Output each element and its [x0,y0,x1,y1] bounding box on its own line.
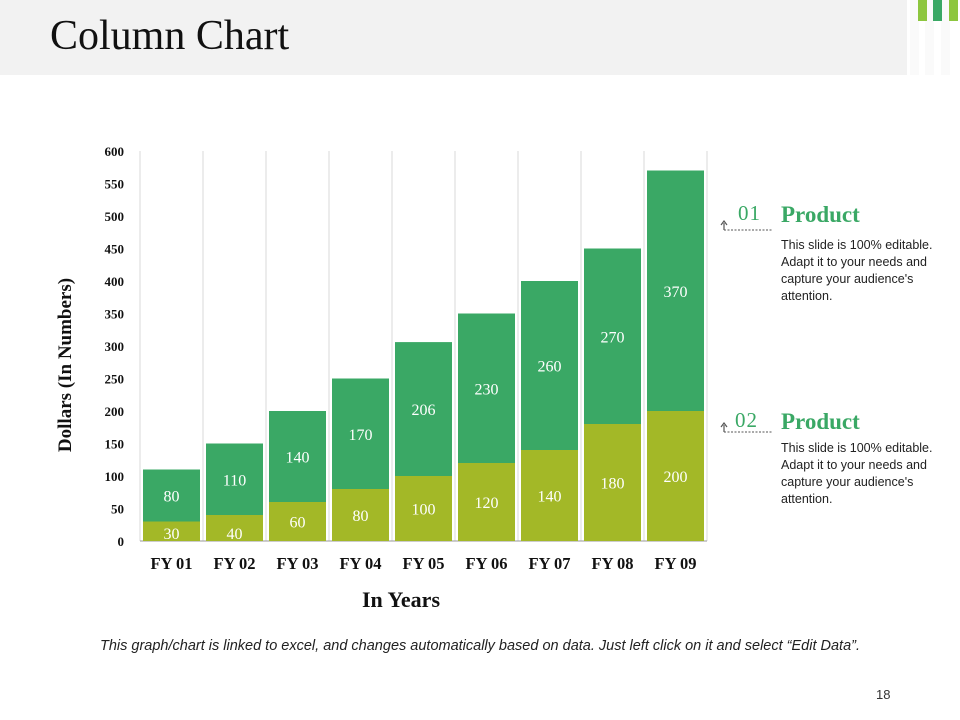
y-axis-title: Dollars (In Numbers) [55,278,76,452]
x-tick-label: FY 09 [654,554,696,573]
corner-tick-green [933,0,942,21]
bar-segment-product-02 [269,502,326,541]
y-tick-label: 500 [105,209,125,224]
bar-segment-product-01 [647,170,704,411]
x-tick-label: FY 05 [402,554,444,573]
pointer-arrow-icon [720,422,772,433]
y-tick-label: 150 [105,437,125,452]
title-band [0,0,907,75]
legend-description-02: This slide is 100% editable. Adapt it to… [781,441,933,506]
data-label: 80 [353,508,369,525]
y-tick-label: 350 [105,307,125,322]
page-title: Column Chart [50,13,290,59]
bar-segment-product-02 [395,476,452,541]
bar-segment-product-01 [584,248,641,424]
bar-segment-product-01 [521,281,578,450]
legend-description-01: This slide is 100% editable. Adapt it to… [781,238,933,303]
page-number: 18 [876,687,891,702]
y-tick-label: 550 [105,177,125,192]
data-label: 260 [538,359,562,376]
legend-title-01: Product [781,202,860,227]
x-tick-label: FY 08 [591,554,633,573]
legend-number-01: 01 [738,201,761,225]
data-label: 230 [475,381,499,398]
y-tick-label: 250 [105,372,125,387]
bar-segment-product-01 [143,469,200,522]
bar-segment-product-01 [332,378,389,489]
data-label: 140 [286,450,310,467]
bar-segment-product-01 [458,313,515,463]
bar-segment-product-01 [206,443,263,515]
data-label: 140 [538,489,562,506]
bar-segment-product-02 [143,521,200,541]
data-label: 110 [223,472,246,489]
data-label: 270 [601,329,625,346]
x-tick-label: FY 04 [339,554,381,573]
y-tick-label: 100 [105,469,125,484]
y-tick-label: 0 [118,534,125,549]
data-label: 30 [164,526,180,543]
y-tick-label: 450 [105,242,125,257]
bar-segment-product-02 [647,411,704,541]
data-label: 370 [664,284,688,301]
corner-tick-lime [918,0,927,21]
data-label: 60 [290,515,306,532]
x-tick-label: FY 02 [213,554,255,573]
data-label: 170 [349,427,373,444]
data-label: 80 [164,489,180,506]
x-axis-title: In Years [362,587,440,612]
bar-segment-product-02 [332,489,389,541]
corner-decoration [907,0,960,75]
data-label: 100 [412,502,436,519]
y-tick-label: 400 [105,274,125,289]
bar-segment-product-02 [206,515,263,541]
bar-segment-product-02 [521,450,578,541]
x-tick-label: FY 07 [528,554,570,573]
data-label: 206 [412,402,436,419]
pointer-arrow-icon [720,220,772,231]
data-label: 40 [227,526,243,543]
bar-segment-product-02 [458,463,515,541]
bar-segment-product-01 [269,411,326,502]
y-tick-label: 600 [105,144,125,159]
footnote: This graph/chart is linked to excel, and… [99,638,861,654]
data-label: 120 [475,495,499,512]
x-tick-label: FY 01 [150,554,192,573]
x-tick-label: FY 03 [276,554,318,573]
bar-segment-product-01 [395,342,452,476]
corner-tick-lime [949,0,958,21]
y-tick-label: 200 [105,404,125,419]
bar-segment-product-02 [584,424,641,541]
legend-title-02: Product [781,409,860,434]
data-label: 200 [664,469,688,486]
data-label: 180 [601,476,625,493]
y-tick-label: 300 [105,339,125,354]
x-tick-label: FY 06 [465,554,507,573]
y-tick-label: 50 [111,502,124,517]
legend-number-02: 02 [735,408,758,432]
